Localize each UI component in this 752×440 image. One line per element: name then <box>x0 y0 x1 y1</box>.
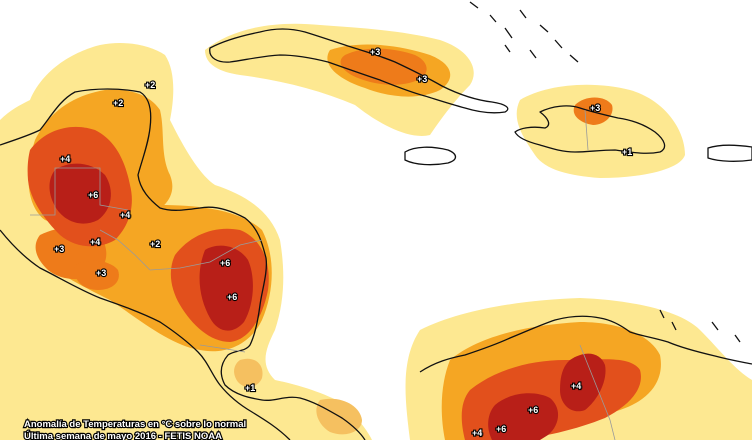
anomaly-label: +3 <box>590 103 600 113</box>
anomaly-zone-2-yucatan-west <box>234 358 263 387</box>
anomaly-zone-3-cuba <box>340 48 427 85</box>
coast-hispaniola <box>514 105 666 154</box>
anomaly-zone-6-guatemala <box>49 163 111 224</box>
anomaly-label: +3 <box>54 244 64 254</box>
coast-cuba <box>209 28 509 114</box>
coast-south-america <box>419 315 752 373</box>
anomaly-zone-1-hispaniola <box>516 84 685 178</box>
coast-bahamas <box>469 1 579 63</box>
anomaly-zone-6-venezuela <box>560 353 606 412</box>
border-colombia-venezuela <box>579 344 616 440</box>
anomaly-label: +2 <box>150 239 160 249</box>
anomaly-label: +4 <box>120 210 130 220</box>
map-caption-subtitle: Última semana de mayo 2016 - FETIS NOAA <box>24 430 222 440</box>
anomaly-label: +6 <box>227 292 237 302</box>
border-guatemala-honduras <box>99 229 151 271</box>
anomaly-label: +6 <box>528 405 538 415</box>
anomaly-label: +4 <box>472 428 482 438</box>
anomaly-label: +6 <box>496 424 506 434</box>
anomaly-label: +1 <box>245 383 255 393</box>
anomaly-zone-6-colombia <box>488 393 559 440</box>
border-honduras-nicaragua <box>149 239 263 271</box>
anomaly-label: +1 <box>622 147 632 157</box>
anomaly-label: +3 <box>96 268 106 278</box>
border-mexico-guatemala <box>30 167 129 216</box>
coast-puerto-rico <box>707 144 752 162</box>
anomaly-label: +4 <box>60 154 70 164</box>
anomaly-label: +6 <box>220 258 230 268</box>
coast-lesser-antilles <box>659 309 741 343</box>
anomaly-label: +2 <box>145 80 155 90</box>
anomaly-label: +3 <box>417 74 427 84</box>
coast-mainland <box>0 88 366 440</box>
anomaly-zone-3-salvador <box>74 260 119 290</box>
map-caption-title: Anomalía de Temperaturas en °C sobre lo … <box>24 419 246 430</box>
anomaly-shading <box>0 23 752 440</box>
coast-pacific <box>0 229 291 440</box>
political-borders <box>30 109 616 440</box>
anomaly-zone-6-nicaragua <box>199 245 253 331</box>
coast-jamaica <box>404 146 457 166</box>
anomaly-label: +6 <box>88 190 98 200</box>
anomaly-label: +4 <box>571 381 581 391</box>
anomaly-label: +3 <box>370 47 380 57</box>
anomaly-label: +2 <box>113 98 123 108</box>
anomaly-label: +4 <box>90 237 100 247</box>
border-haiti-dominican <box>584 109 589 151</box>
anomaly-labels: +2 +2 +3 +3 +3 +1 +4 +6 +4 +2 +3 +4 +3 +… <box>53 46 633 439</box>
border-nicaragua-costa-rica <box>199 344 246 353</box>
